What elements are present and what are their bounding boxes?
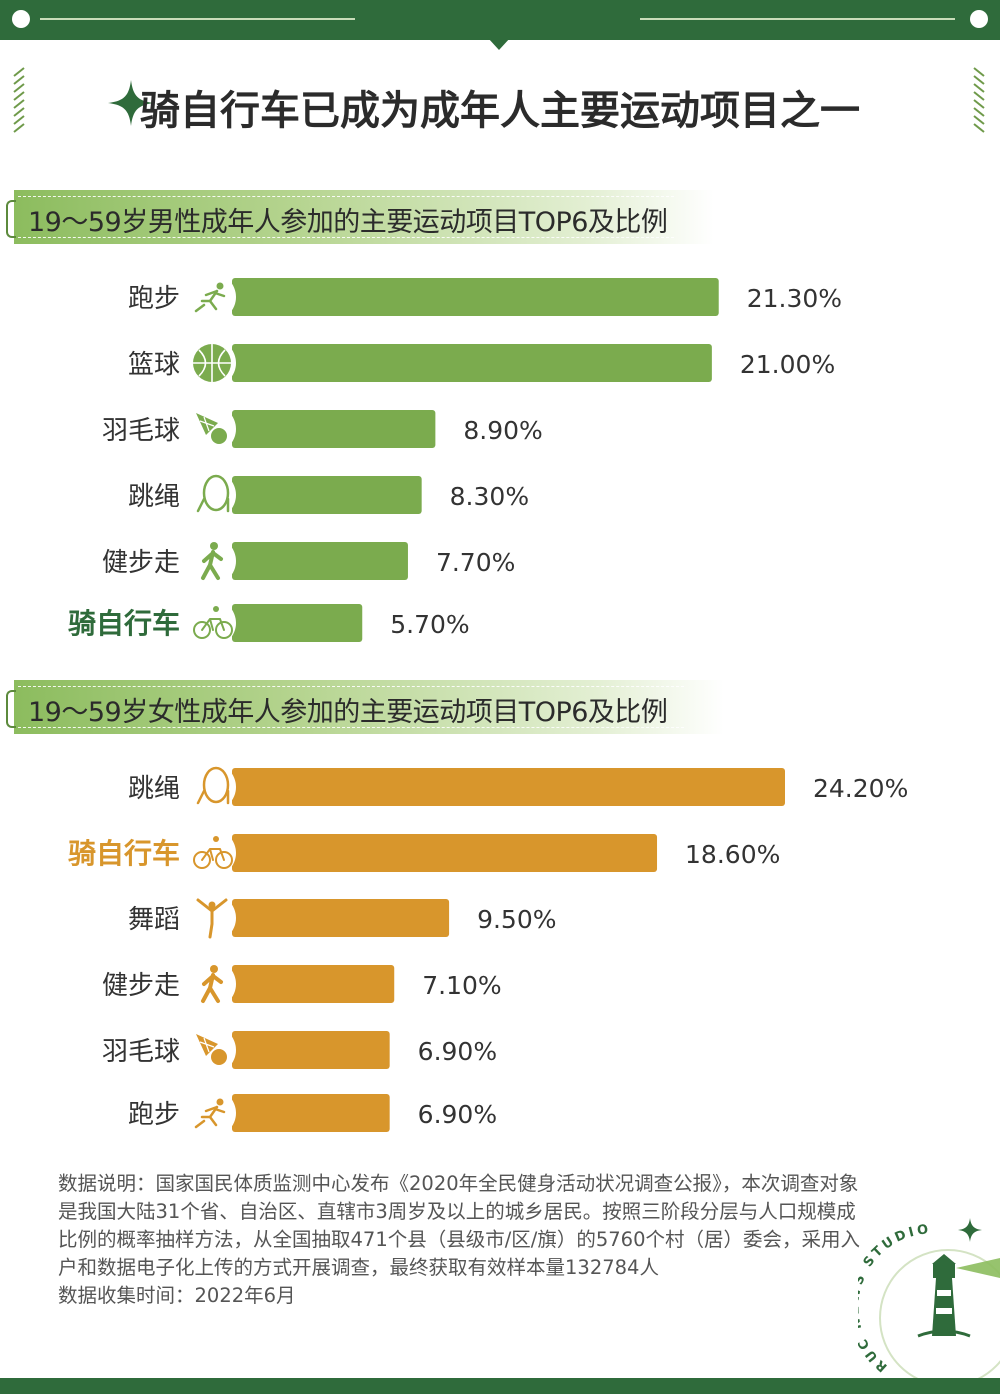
data-note: 数据说明：国家国民体质监测中心发布《2020年全民健身活动状况调查公报》，本次调… [58, 1170, 868, 1310]
jump-rope-icon [196, 766, 230, 805]
cycling-icon [193, 606, 233, 639]
category-label: 骑自行车 [68, 837, 180, 870]
bar-1 [232, 278, 719, 316]
value-label: 8.90% [463, 416, 542, 445]
shuttlecock-icon [196, 1034, 227, 1065]
bar-5 [232, 542, 408, 580]
logo-arc-text: RUC NEWS STUDIO [858, 1222, 929, 1374]
value-label: 21.30% [747, 284, 842, 313]
title-star-icon [108, 80, 154, 126]
category-label: 羽毛球 [102, 416, 180, 446]
category-label: 跑步 [128, 284, 180, 314]
value-label: 9.50% [477, 905, 556, 934]
lighthouse-icon [917, 1254, 1000, 1338]
top-right-dot [970, 10, 988, 28]
bottom-banner [0, 1378, 1000, 1394]
running-icon [194, 1098, 226, 1129]
jump-rope-icon [196, 474, 230, 513]
category-label: 羽毛球 [102, 1037, 180, 1067]
data-description: 数据说明：国家国民体质监测中心发布《2020年全民健身活动状况调查公报》，本次调… [58, 1172, 860, 1279]
value-label: 18.60% [685, 840, 780, 869]
ruc-news-studio-logo: RUC NEWS STUDIO [858, 1218, 1000, 1378]
value-label: 7.10% [422, 971, 501, 1000]
bar-1 [232, 768, 785, 806]
category-label: 健步走 [102, 971, 180, 1001]
female-sports-chart: 跳绳 24.20% 骑自行车 18.60% 舞蹈 9.50% 健步走 7.10% 羽毛球 6.90… [68, 763, 908, 1137]
cycling-icon [193, 836, 233, 869]
bar-3 [232, 899, 450, 937]
category-label: 跳绳 [128, 482, 180, 512]
bar-4 [232, 476, 422, 514]
category-label: 舞蹈 [128, 905, 180, 935]
bar-2 [232, 344, 712, 382]
svg-text:RUC NEWS STUDIO: RUC NEWS STUDIO [858, 1222, 932, 1374]
value-label: 21.00% [740, 350, 835, 379]
bar-2 [232, 834, 658, 872]
running-icon [194, 282, 226, 313]
left-hatch-decoration [13, 67, 25, 133]
female-section-header: 19～59岁女性成年人参加的主要运动项目TOP6及比例 [6, 680, 724, 734]
value-label: 5.70% [390, 610, 469, 639]
walking-icon [201, 965, 223, 1003]
top-right-line [640, 18, 955, 20]
category-label: 健步走 [102, 548, 180, 578]
top-left-dot [12, 10, 30, 28]
category-label: 篮球 [128, 350, 180, 380]
value-label: 6.90% [418, 1100, 497, 1129]
page-title: 骑自行车已成为成年人主要运动项目之一 [140, 88, 860, 134]
value-label: 24.20% [813, 774, 908, 803]
shuttlecock-icon [196, 413, 227, 444]
female-chart-title: 19～59岁女性成年人参加的主要运动项目TOP6及比例 [28, 697, 668, 728]
male-sports-chart: 跑步 21.30% 篮球 21.00% 羽毛球 8.90% 跳绳 8.30% 健步走 7.70% 骑… [68, 273, 842, 647]
value-label: 6.90% [418, 1037, 497, 1066]
category-label: 跳绳 [128, 774, 180, 804]
category-label: 跑步 [128, 1100, 180, 1130]
value-label: 8.30% [450, 482, 529, 511]
male-section-header: 19～59岁男性成年人参加的主要运动项目TOP6及比例 [6, 190, 714, 244]
bar-6 [232, 604, 363, 642]
basketball-icon [193, 344, 231, 382]
top-left-line [40, 18, 355, 20]
value-label: 7.70% [436, 548, 515, 577]
right-hatch-decoration [973, 67, 985, 133]
bar-5 [232, 1031, 390, 1069]
category-label: 骑自行车 [68, 607, 180, 640]
walking-icon [201, 542, 223, 580]
dancing-icon [196, 898, 228, 939]
collection-time: 数据收集时间：2022年6月 [58, 1284, 296, 1307]
male-chart-title: 19～59岁男性成年人参加的主要运动项目TOP6及比例 [28, 207, 668, 238]
top-notch [488, 38, 510, 50]
top-banner [0, 0, 1000, 40]
bar-4 [232, 965, 395, 1003]
bar-6 [232, 1094, 390, 1132]
bar-3 [232, 410, 436, 448]
